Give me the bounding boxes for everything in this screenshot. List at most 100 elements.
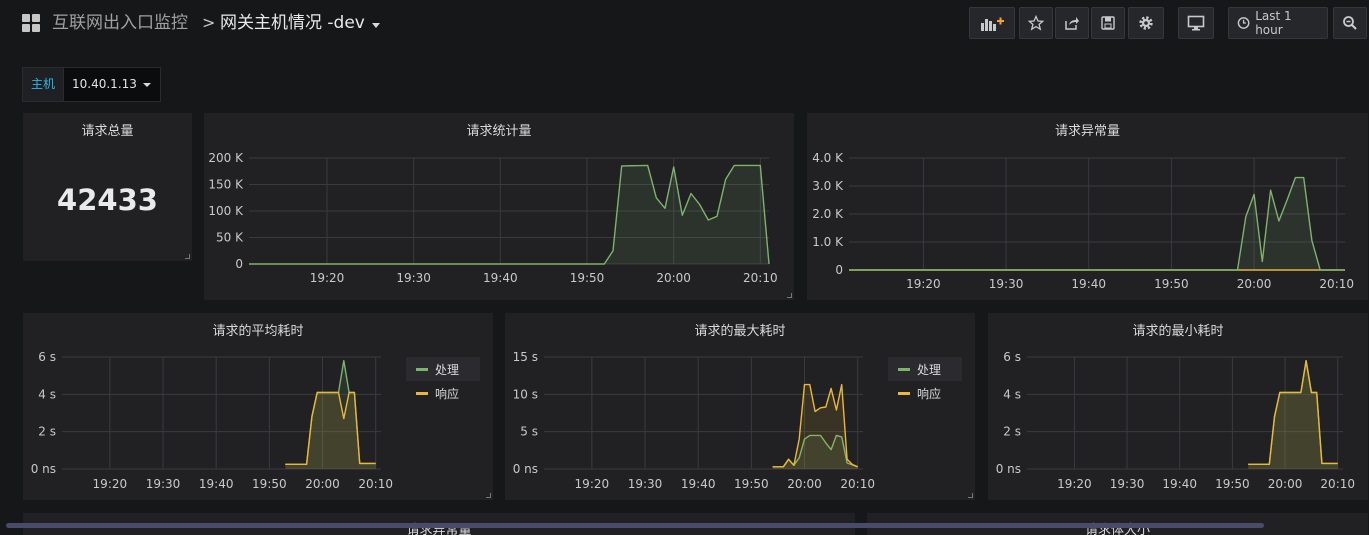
host-select[interactable]: 10.40.1.13 [64,67,161,102]
zoom-out-icon [1343,16,1357,30]
x-tick-label: 19:30 [1110,477,1145,491]
dashboard-grid-icon[interactable] [22,14,40,32]
star-icon [1028,15,1044,31]
panel-max-latency[interactable]: 请求的最大耗时 0 ns 5 s 10 s 15 s 19:20 19:30 19:40 19… [505,313,975,500]
graph-avg-latency[interactable]: 0 ns 2 s 4 s 6 s 19:20 19:30 19:40 19:50 20:00 20… [23,313,493,500]
x-tick-label: 19:30 [146,477,181,491]
y-tick-label: 5 s [520,425,538,439]
legend-swatch [416,391,428,395]
x-tick-label: 20:10 [1320,477,1355,491]
template-variable-host: 主机 10.40.1.13 [22,67,161,102]
x-tick-label: 20:00 [1237,277,1272,291]
panel-title[interactable]: 请求总量 [81,124,134,139]
y-tick-label: 0 ns [31,462,56,476]
x-tick-label: 20:10 [1319,277,1354,291]
dashboard-title[interactable]: 网关主机情况 -dev [220,13,365,33]
chevron-down-icon[interactable] [372,23,380,28]
time-range-picker[interactable]: Last 1 hour [1228,7,1328,39]
panel-request-errors[interactable]: 请求异常量 0 1.0 K 2.0 K 3.0 K 4.0 K 19:20 19:30 19:… [807,113,1368,300]
resize-handle-icon[interactable] [486,493,491,498]
panel-request-total[interactable]: 请求总量 42433 [23,113,192,261]
x-tick-label: 19:30 [628,477,663,491]
legend-item[interactable]: 响应 [888,381,962,405]
x-tick-label: 19:30 [396,271,431,285]
resize-handle-icon[interactable] [185,254,190,259]
series-area [849,177,1345,270]
y-tick-label: 100 K [208,204,244,218]
graph-request-count[interactable]: 0 50 K 100 K 150 K 200 K 19:20 19:30 19:40 19:50… [204,113,794,300]
panel-title[interactable]: 请求统计量 [466,124,532,139]
save-button[interactable] [1091,7,1125,39]
y-tick-label: 2.0 K [812,207,844,221]
graph-request-errors[interactable]: 0 1.0 K 2.0 K 3.0 K 4.0 K 19:20 19:30 19:40 19:5… [807,113,1368,300]
panel-title[interactable]: 请求异常量 [1054,124,1120,139]
x-tick-label: 19:40 [681,477,716,491]
series-line [1248,360,1338,465]
panel-title[interactable]: 请求的平均耗时 [212,324,304,339]
variable-label: 主机 [22,67,65,102]
x-tick-label: 20:00 [1268,477,1303,491]
tv-mode-icon [1187,15,1205,31]
legend-swatch [898,391,910,395]
x-tick-label: 19:20 [575,477,610,491]
add-panel-button[interactable] [969,7,1015,39]
y-tick-label: 4 s [38,387,56,401]
legend-item[interactable]: 处理 [888,357,962,381]
share-button[interactable] [1055,7,1089,39]
x-tick-label: 19:40 [199,477,234,491]
series-area [772,435,858,469]
legend-item[interactable]: 处理 [406,357,480,381]
x-tick-label: 19:30 [989,277,1024,291]
y-tick-label: 10 s [513,387,538,401]
x-tick-label: 19:50 [252,477,287,491]
zoom-out-button[interactable] [1333,7,1367,39]
y-tick-label: 0 [835,263,843,277]
resize-handle-icon[interactable] [787,293,792,298]
panel-title[interactable]: 请求的最小耗时 [1132,324,1224,339]
settings-button[interactable] [1128,7,1164,39]
series-area [285,360,376,469]
x-tick-label: 20:00 [305,477,340,491]
add-panel-icon [981,17,1004,31]
y-tick-label: 0 ns [996,462,1021,476]
x-tick-label: 20:10 [743,271,778,285]
star-button[interactable] [1019,7,1053,39]
y-tick-label: 150 K [208,178,244,192]
panel-title[interactable]: 请求的最大耗时 [694,324,786,339]
graph-max-latency[interactable]: 0 ns 5 s 10 s 15 s 19:20 19:30 19:40 19:50 20:00… [505,313,975,500]
host-select-value: 10.40.1.13 [72,77,137,91]
x-tick-label: 20:00 [787,477,822,491]
breadcrumb-folder[interactable]: 互联网出入口监控 [52,13,188,33]
panel-min-latency[interactable]: 请求的最小耗时 0 ns 2 s 4 s 6 s 19:20 19:30 19:40 19:5… [988,313,1368,500]
series-area [1248,360,1338,469]
y-tick-label: 1.0 K [812,235,844,249]
panel-request-count[interactable]: 请求统计量 0 50 K 100 K 150 K 200 K 19:20 19:30 19:4… [204,113,794,300]
legend-label: 响应 [435,386,460,401]
breadcrumb-separator: > [202,13,216,32]
y-tick-label: 0 [235,257,243,271]
legend-swatch [416,367,428,371]
x-tick-label: 19:50 [570,271,605,285]
tv-mode-button[interactable] [1178,7,1214,39]
x-tick-label: 19:20 [93,477,128,491]
panel-avg-latency[interactable]: 请求的平均耗时 0 ns 2 s 4 s 6 s 19:20 19:30 19:40 19:5… [23,313,493,500]
x-tick-label: 19:20 [906,277,941,291]
x-tick-label: 19:50 [1154,277,1189,291]
share-icon [1065,17,1079,30]
series-line [285,391,376,465]
legend-label: 处理 [435,362,460,377]
legend-label: 响应 [917,386,942,401]
resize-handle-icon[interactable] [968,493,973,498]
series-line [849,176,1345,271]
dashboard-navbar: 互联网出入口监控 > 网关主机情况 -dev [0,0,1369,50]
horizontal-scrollbar[interactable] [6,523,1264,528]
series-line [772,383,858,468]
graph-min-latency[interactable]: 0 ns 2 s 4 s 6 s 19:20 19:30 19:40 19:50 20:00 20… [988,313,1368,500]
series-area [285,392,376,469]
y-tick-label: 0 ns [513,462,538,476]
legend-item[interactable]: 响应 [406,381,480,405]
series-area [1248,360,1338,469]
x-tick-label: 19:50 [1215,477,1250,491]
x-tick-label: 19:40 [483,271,518,285]
clock-icon [1237,17,1250,29]
